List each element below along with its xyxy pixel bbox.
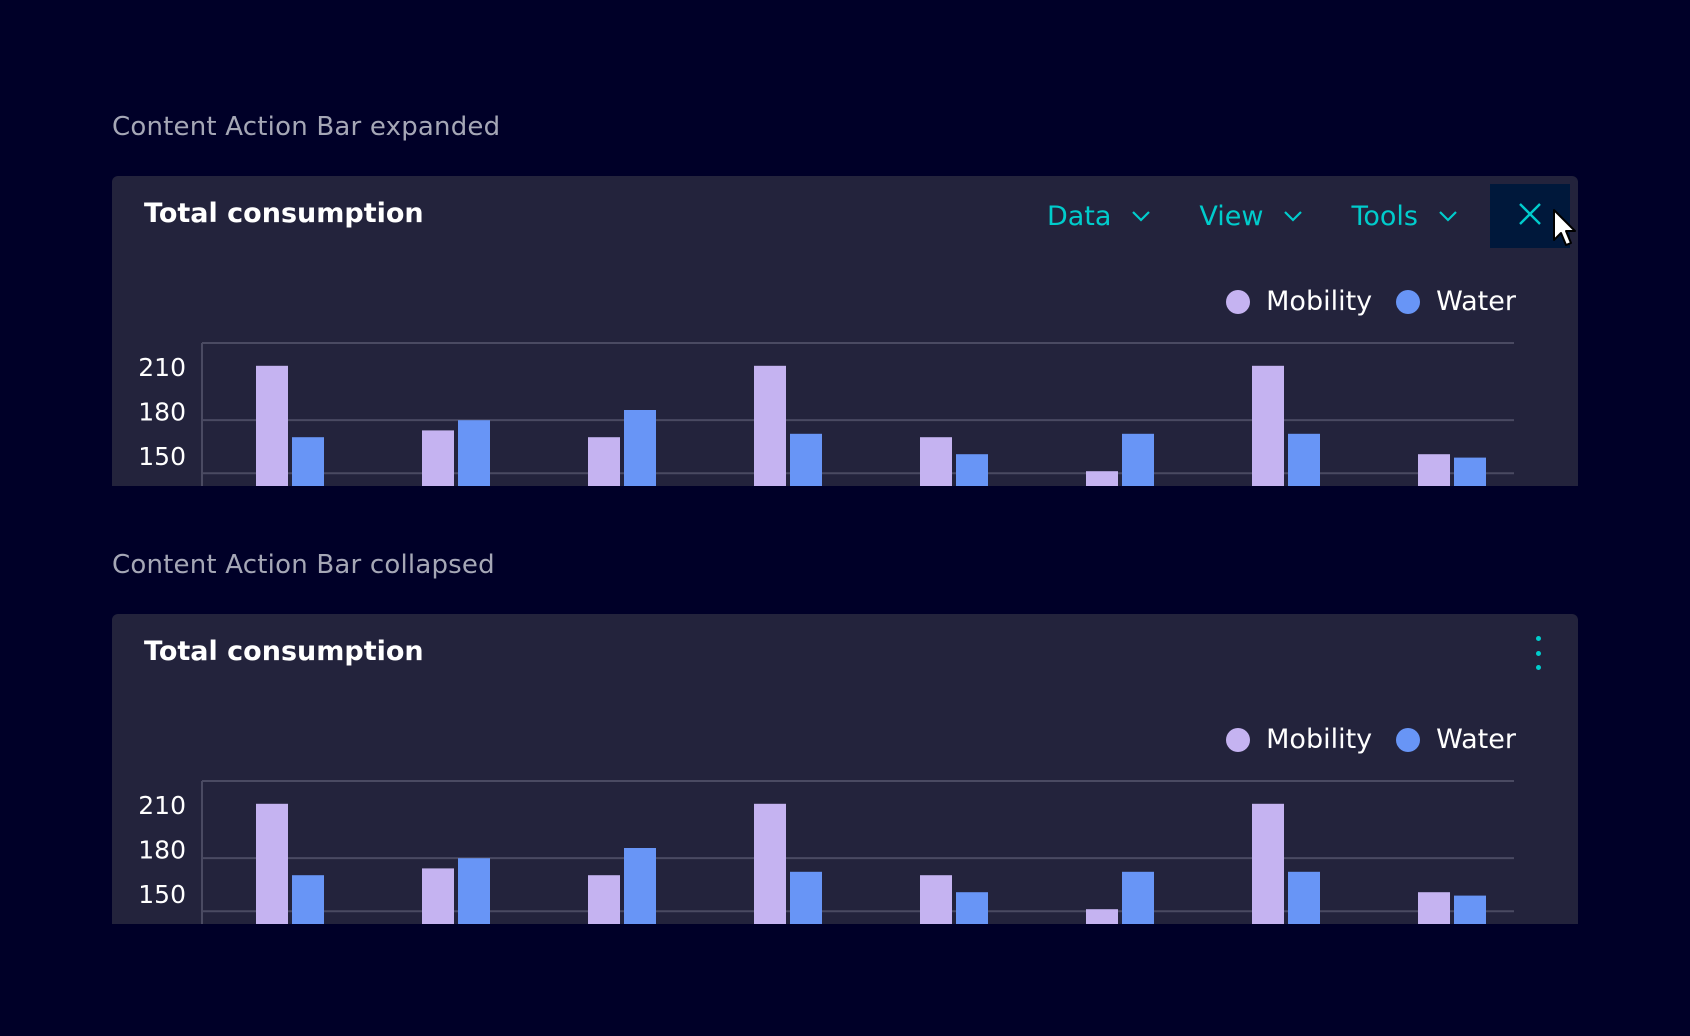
y-tick-label: 210 [138, 353, 186, 382]
card-title: Total consumption [144, 636, 424, 667]
chevron-down-icon [1129, 204, 1153, 228]
legend-item-mobility: Mobility [1226, 724, 1372, 755]
bar-water [624, 848, 656, 924]
bar-mobility [256, 365, 288, 486]
bar-water [292, 875, 324, 924]
bar-water [1454, 457, 1486, 486]
chevron-down-icon [1436, 204, 1460, 228]
bar-mobility [754, 803, 786, 924]
bar-water [624, 410, 656, 486]
bar-mobility [754, 365, 786, 486]
legend-label-mobility: Mobility [1266, 286, 1373, 317]
data-menu-label: Data [1046, 200, 1112, 232]
kebab-menu-icon-dot [1535, 665, 1541, 670]
bar-water [956, 454, 988, 486]
bar-mobility [920, 875, 952, 924]
legend-label-water: Water [1436, 724, 1516, 755]
legend-label-water: Water [1436, 286, 1516, 317]
bar-mobility [588, 437, 620, 486]
bar-water [458, 420, 490, 486]
bar-mobility [1252, 365, 1284, 486]
view-menu-button[interactable]: View [1199, 184, 1305, 248]
legend-dot-mobility [1226, 289, 1251, 314]
legend-item-water: Water [1396, 286, 1516, 317]
chevron-down-icon [1281, 204, 1305, 228]
bar-water [1288, 871, 1320, 924]
y-tick-label: 180 [138, 835, 186, 864]
tools-menu-button[interactable]: Tools [1351, 184, 1460, 248]
more-actions-button[interactable] [1526, 636, 1550, 670]
y-tick-label: 210 [138, 791, 186, 820]
bar-mobility [422, 868, 454, 924]
chart-legend: Mobility Water [1202, 724, 1516, 755]
close-icon [1517, 201, 1543, 231]
mouse-cursor-icon [1553, 209, 1576, 246]
view-menu-label: View [1199, 200, 1264, 232]
card-title: Total consumption [144, 198, 424, 229]
bar-mobility [1086, 471, 1118, 486]
y-tick-label: 180 [138, 397, 186, 426]
bar-water [1122, 871, 1154, 924]
section-label-expanded: Content Action Bar expanded [112, 112, 501, 142]
bar-mobility [920, 437, 952, 486]
bar-mobility [422, 430, 454, 486]
kebab-menu-icon-dot [1535, 650, 1541, 656]
data-menu-button[interactable]: Data [1047, 184, 1153, 248]
legend-item-mobility: Mobility [1226, 286, 1372, 317]
bar-mobility [1418, 892, 1450, 924]
tools-menu-label: Tools [1351, 200, 1418, 232]
bar-mobility [1086, 909, 1118, 924]
chart-card-expanded: Total consumption Data View Tools [112, 176, 1578, 486]
legend-dot-water [1396, 727, 1421, 752]
bar-chart: 150 180 210 [138, 780, 1514, 924]
legend-dot-water [1396, 289, 1421, 314]
bar-water [1122, 433, 1154, 486]
chart-card-collapsed: Total consumption Mobility Water 150 180 2… [112, 614, 1578, 924]
bar-water [458, 858, 490, 924]
bar-water [1454, 895, 1486, 924]
chart-legend: Mobility Water [1202, 286, 1516, 317]
y-tick-label: 150 [138, 880, 186, 909]
bar-water [790, 871, 822, 924]
bar-mobility [256, 803, 288, 924]
kebab-menu-icon-dot [1535, 636, 1541, 641]
bar-water [956, 892, 988, 924]
bar-mobility [1252, 803, 1284, 924]
bar-water [1288, 433, 1320, 486]
y-tick-label: 150 [138, 442, 186, 471]
bar-water [790, 433, 822, 486]
legend-item-water: Water [1396, 724, 1516, 755]
bar-water [292, 437, 324, 486]
legend-dot-mobility [1226, 727, 1251, 752]
bar-chart: 150 180 210 [138, 342, 1514, 486]
legend-label-mobility: Mobility [1266, 724, 1373, 755]
bar-mobility [1418, 454, 1450, 486]
section-label-collapsed: Content Action Bar collapsed [112, 550, 495, 580]
bar-mobility [588, 875, 620, 924]
